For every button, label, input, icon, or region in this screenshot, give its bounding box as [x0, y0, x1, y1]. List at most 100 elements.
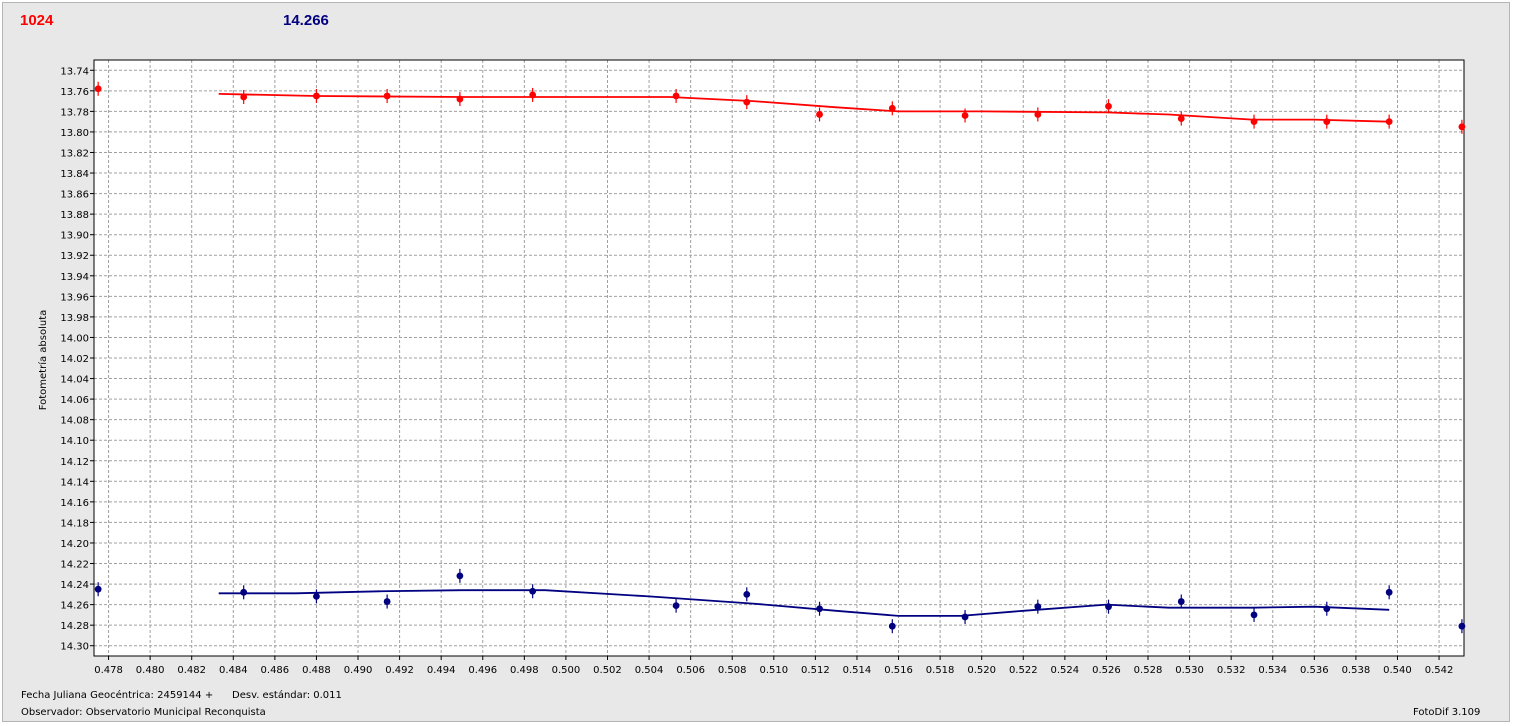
x-tick-label: 0.510 — [759, 665, 788, 676]
y-tick-label: 14.20 — [60, 539, 89, 550]
y-tick-label: 14.02 — [60, 354, 89, 365]
y-tick-label: 13.96 — [60, 292, 89, 303]
y-tick-label: 13.82 — [60, 148, 89, 159]
data-point-series-1 — [383, 92, 391, 100]
version-label: FotoDif 3.109 — [1413, 707, 1481, 718]
y-tick-label: 13.98 — [60, 313, 89, 324]
data-point-series-1 — [743, 98, 751, 106]
x-tick-label: 0.540 — [1383, 665, 1412, 676]
data-point-series-2 — [1177, 598, 1185, 605]
data-point-series-2 — [1458, 622, 1466, 630]
data-point-series-1 — [1385, 118, 1393, 126]
data-point-series-2 — [672, 602, 680, 610]
data-point-series-2 — [1323, 605, 1331, 613]
y-axis-label: Fotometría absoluta — [37, 310, 49, 411]
x-tick-label: 0.508 — [718, 665, 747, 676]
y-tick-label: 13.88 — [60, 210, 89, 221]
data-point-series-1 — [961, 112, 969, 119]
y-tick-label: 14.18 — [60, 518, 89, 529]
julian-date-label: Fecha Juliana Geocéntrica: 2459144 + — [21, 690, 214, 701]
std-dev-label: Desv. estándar: 0.011 — [232, 690, 342, 701]
y-tick-label: 13.78 — [60, 107, 89, 118]
x-tick-label: 0.514 — [843, 665, 872, 676]
data-point-series-2 — [383, 598, 391, 605]
fit-line-series-2 — [218, 589, 1390, 617]
observer-label: Observador: Observatorio Municipal Recon… — [21, 707, 266, 718]
x-tick-label: 0.498 — [510, 665, 539, 676]
y-tick-label: 14.22 — [60, 560, 89, 571]
data-point-series-1 — [1250, 118, 1258, 126]
data-point-series-1 — [1177, 115, 1185, 122]
data-point-series-1 — [1105, 102, 1112, 110]
y-tick-label: 14.28 — [60, 621, 89, 632]
data-point-series-1 — [240, 93, 248, 101]
x-tick-label: 0.528 — [1134, 665, 1163, 676]
x-tick-label: 0.512 — [801, 665, 830, 676]
data-point-series-1 — [1323, 118, 1331, 126]
x-tick-label: 0.518 — [926, 665, 955, 676]
data-point-series-1 — [1458, 123, 1466, 131]
x-tick-label: 0.496 — [468, 665, 497, 676]
data-point-series-1 — [94, 85, 102, 93]
x-tick-label: 0.534 — [1258, 665, 1287, 676]
y-tick-label: 13.94 — [60, 272, 89, 283]
data-point-series-1 — [1034, 111, 1042, 118]
header-value-blue: 14.266 — [283, 12, 329, 29]
x-tick-label: 0.530 — [1175, 665, 1204, 676]
data-point-series-2 — [1250, 611, 1258, 619]
x-tick-label: 0.506 — [676, 665, 705, 676]
x-tick-label: 0.488 — [302, 665, 331, 676]
y-tick-label: 14.24 — [60, 580, 89, 591]
x-tick-label: 0.494 — [427, 665, 456, 676]
x-tick-label: 0.542 — [1425, 665, 1454, 676]
y-tick-label: 13.90 — [60, 231, 89, 242]
x-tick-label: 0.536 — [1300, 665, 1329, 676]
x-tick-label: 0.520 — [967, 665, 996, 676]
data-point-series-1 — [888, 104, 896, 112]
x-tick-label: 0.516 — [884, 665, 913, 676]
data-point-series-2 — [240, 588, 248, 596]
y-tick-label: 14.08 — [60, 416, 89, 427]
x-tick-label: 0.482 — [177, 665, 206, 676]
data-point-series-1 — [456, 95, 464, 103]
data-point-series-2 — [313, 593, 320, 600]
y-tick-label: 13.86 — [60, 190, 89, 201]
x-tick-label: 0.532 — [1217, 665, 1246, 676]
x-tick-label: 0.484 — [219, 665, 248, 676]
y-tick-label: 14.30 — [60, 642, 89, 653]
data-point-series-2 — [961, 613, 969, 621]
x-tick-label: 0.526 — [1092, 665, 1121, 676]
data-point-series-2 — [529, 587, 537, 595]
plot-frame — [93, 59, 1465, 657]
header-value-red: 1024 — [20, 12, 54, 29]
data-point-series-2 — [816, 605, 823, 613]
x-tick-label: 0.502 — [593, 665, 622, 676]
x-tick-label: 0.480 — [136, 665, 165, 676]
data-point-series-1 — [529, 91, 537, 99]
x-tick-label: 0.492 — [385, 665, 414, 676]
data-point-series-1 — [313, 92, 320, 100]
y-tick-label: 14.12 — [60, 457, 89, 468]
data-point-series-2 — [743, 590, 751, 598]
y-tick-label: 13.76 — [60, 87, 89, 98]
fit-line-series-1 — [218, 93, 1390, 123]
data-point-series-2 — [888, 622, 896, 630]
data-point-series-1 — [672, 92, 680, 100]
x-tick-label: 0.538 — [1342, 665, 1371, 676]
data-point-series-2 — [1105, 603, 1112, 611]
y-tick-label: 13.92 — [60, 251, 89, 262]
y-tick-label: 14.16 — [60, 498, 89, 509]
x-tick-label: 0.486 — [261, 665, 290, 676]
data-point-series-2 — [456, 572, 464, 580]
y-tick-label: 14.26 — [60, 601, 89, 612]
x-tick-label: 0.522 — [1009, 665, 1038, 676]
data-point-series-2 — [1385, 588, 1393, 596]
data-point-series-2 — [1034, 603, 1042, 611]
y-tick-label: 14.10 — [60, 436, 89, 447]
x-tick-label: 0.524 — [1051, 665, 1080, 676]
y-tick-label: 13.74 — [60, 66, 89, 77]
y-tick-label: 14.14 — [60, 477, 89, 488]
y-tick-label: 13.84 — [60, 169, 89, 180]
x-tick-label: 0.504 — [635, 665, 664, 676]
y-tick-label: 13.80 — [60, 128, 89, 139]
